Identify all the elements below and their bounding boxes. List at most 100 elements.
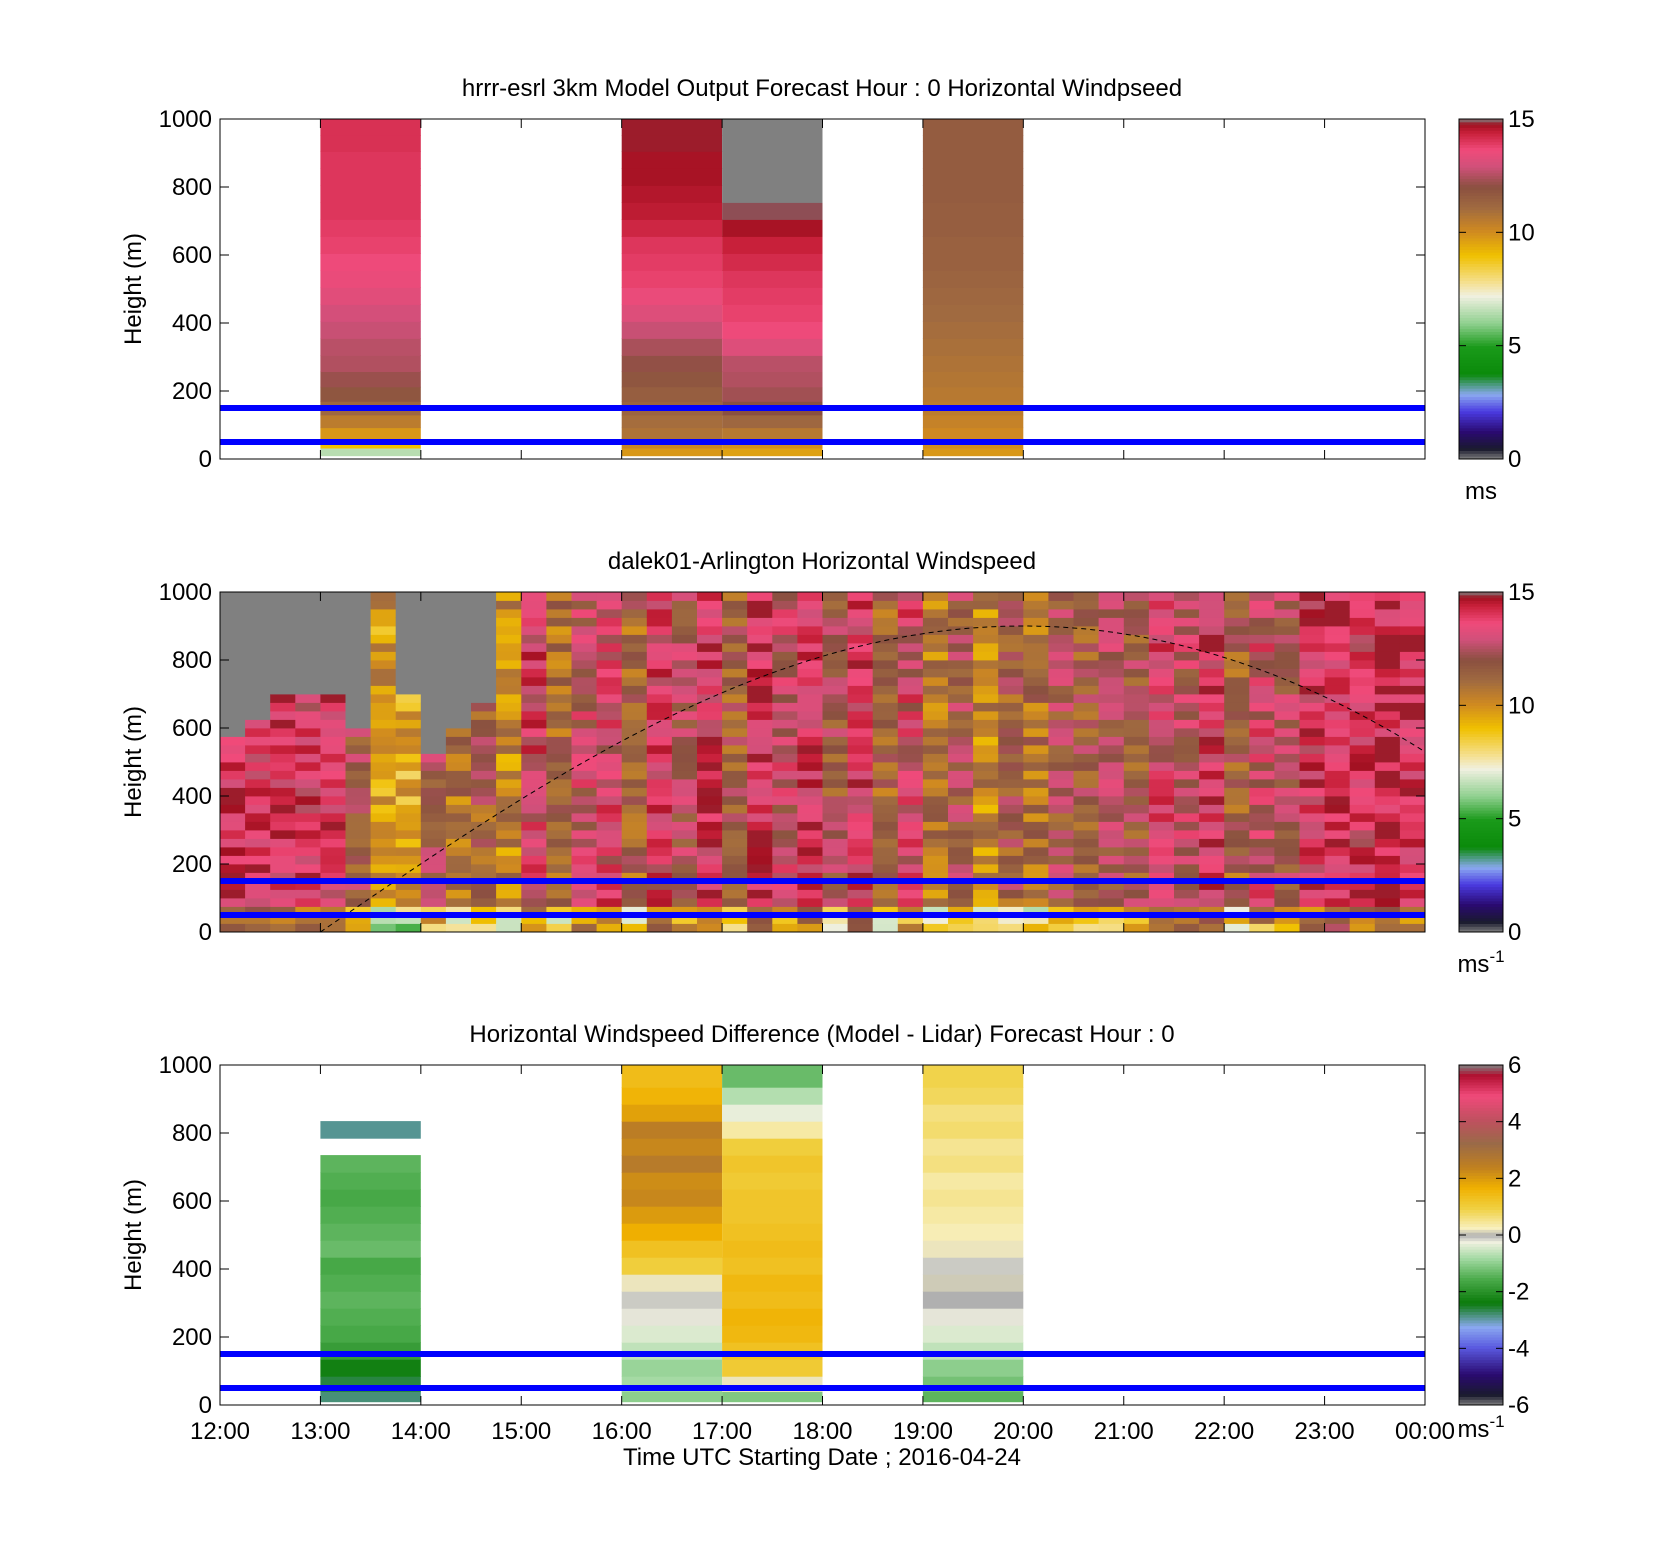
colorbar-band [1459,810,1503,814]
heatmap-cell [596,728,623,737]
heatmap-cell [1349,906,1376,916]
colorbar-band [1459,1277,1503,1281]
heatmap-cell [320,660,346,669]
heatmap-cell [1324,821,1351,831]
heatmap-cell [922,1274,1024,1292]
heatmap-cell [596,804,623,814]
colorbar-band [1459,929,1503,933]
heatmap-cell [596,643,623,652]
heatmap-cell [1123,804,1150,814]
heatmap-cell [1299,821,1325,831]
heatmap-cell [1399,787,1425,797]
model-heatmap [320,119,1024,457]
heatmap-cell [897,728,924,737]
heatmap-cell [445,813,472,822]
heatmap-cell [671,830,698,839]
heatmap-cell [546,779,572,788]
heatmap-cell [1224,923,1250,932]
heatmap-cell [496,906,522,916]
heatmap-cell [1073,719,1099,729]
heatmap-cell [220,651,246,661]
heatmap-cell [1349,677,1376,686]
heatmap-cell [671,728,698,737]
heatmap-cell [220,889,246,899]
heatmap-cell [822,821,848,831]
heatmap-cell [420,660,447,669]
heatmap-cell [496,830,522,839]
heatmap-cell [521,711,547,720]
heatmap-cell [847,660,874,669]
heatmap-cell [596,634,623,644]
heatmap-cell [646,813,673,822]
x-tick-label: 13:00 [290,1418,350,1445]
colorbar-band [1459,818,1503,822]
heatmap-cell [1048,906,1074,916]
heatmap-cell [1374,923,1401,932]
heatmap-cell [596,855,623,865]
heatmap-cell [1048,923,1074,932]
colorbar-band [1459,725,1503,729]
heatmap-cell [621,617,648,627]
heatmap-cell [797,694,823,703]
heatmap-cell [922,270,1024,288]
heatmap-cell [1073,855,1099,865]
colorbar-band [1459,864,1503,868]
heatmap-cell [571,813,597,822]
heatmap-cell [847,855,874,865]
heatmap-cell [922,1240,1024,1258]
heatmap-cell [1349,694,1376,703]
heatmap-cell [496,651,522,661]
heatmap-cell [1299,923,1325,932]
heatmap-cell [571,745,597,754]
heatmap-cell [671,609,698,618]
heatmap-cell [1098,915,1125,924]
heatmap-cell [797,711,823,720]
colorbar-band [1459,764,1503,769]
heatmap-cell [671,643,698,652]
heatmap-cell [320,236,421,254]
heatmap-cell [1073,898,1099,907]
colorbar-tick-label: -4 [1508,1335,1529,1362]
colorbar-band [1459,379,1503,383]
heatmap-cell [822,685,848,695]
heatmap-cell [1048,609,1074,618]
heatmap-cell [897,685,924,695]
heatmap-cell [621,1240,723,1258]
heatmap-cell [496,847,522,856]
heatmap-cell [546,821,572,831]
heatmap-cell [671,685,698,695]
heatmap-cell [445,711,472,720]
heatmap-cell [621,1325,723,1343]
heatmap-cell [621,1087,723,1105]
heatmap-cell [496,796,522,805]
heatmap-cell [722,864,748,873]
colorbar-band [1459,1076,1503,1080]
heatmap-cell [1073,796,1099,805]
heatmap-cell [320,779,346,788]
heatmap-cell [1399,728,1425,737]
heatmap-cell [571,685,597,695]
colorbar-band [1459,277,1503,281]
heatmap-cell [671,711,698,720]
heatmap-cell [872,813,899,822]
heatmap-cell [1324,660,1351,669]
heatmap-cell [370,804,397,814]
heatmap-cell [1324,736,1351,746]
heatmap-cell [1249,651,1275,661]
heatmap-cell [496,898,522,907]
colorbar-band [1459,739,1503,743]
heatmap-cell [1224,847,1250,856]
heatmap-cell [1048,685,1074,695]
heatmap-cell [245,651,271,661]
heatmap-cell [847,643,874,652]
heatmap-cell [245,821,271,831]
colorbar-band [1459,209,1503,213]
heatmap-cell [671,804,698,814]
heatmap-cell [496,609,522,618]
heatmap-cell [722,838,748,848]
heatmap-cell [420,906,447,916]
heatmap-cell [772,855,798,865]
heatmap-cell [471,804,497,814]
colorbar-band [1459,643,1503,647]
colorbar-band [1459,1172,1503,1176]
